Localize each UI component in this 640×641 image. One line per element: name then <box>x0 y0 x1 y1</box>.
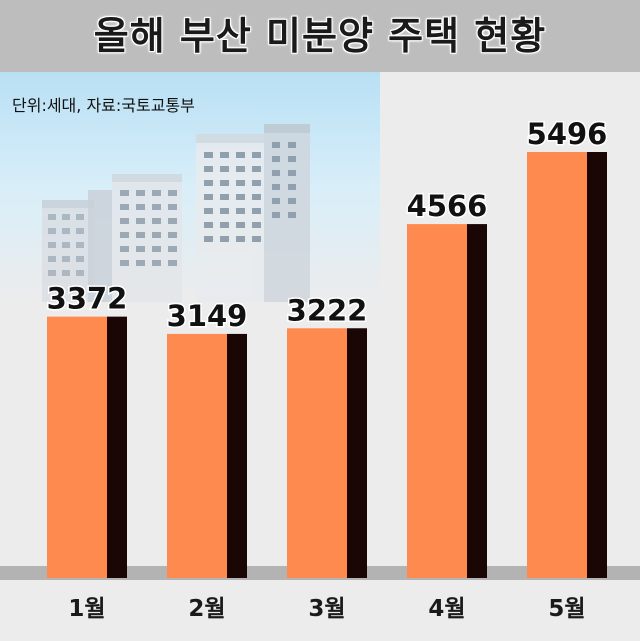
background-apartment-illustration <box>0 72 380 320</box>
bar-4-side <box>467 224 487 579</box>
data-label-4: 4566 <box>407 189 488 223</box>
data-label-1: 3372 <box>47 282 128 316</box>
source-note: 단위:세대, 자료:국토교통부 <box>12 96 195 115</box>
data-label-3: 3222 <box>287 293 368 327</box>
data-label-5: 5496 <box>527 117 608 151</box>
bar-2 <box>167 333 227 578</box>
bar-3-side <box>347 328 367 578</box>
category-label-5: 5월 <box>548 596 585 622</box>
bar-3 <box>287 328 347 578</box>
bar-5-side <box>587 152 607 578</box>
category-label-2: 2월 <box>188 596 225 622</box>
bars: 3372 1월 3149 2월 3222 3월 4566 4월 5496 5월 <box>45 116 609 623</box>
category-label-3: 3월 <box>308 596 345 622</box>
title-bar <box>0 0 640 72</box>
category-label-4: 4월 <box>428 596 465 622</box>
bar-4 <box>407 224 467 579</box>
bar-1-side <box>107 316 127 578</box>
apartment-buildings-illustration <box>42 124 310 320</box>
bar-1 <box>47 316 107 578</box>
bar-5 <box>527 152 587 578</box>
chart-title: 올해 부산 미분양 주택 현황 <box>93 14 547 58</box>
category-label-1: 1월 <box>68 596 105 622</box>
data-label-2: 3149 <box>167 299 248 333</box>
bar-2-side <box>227 333 247 578</box>
